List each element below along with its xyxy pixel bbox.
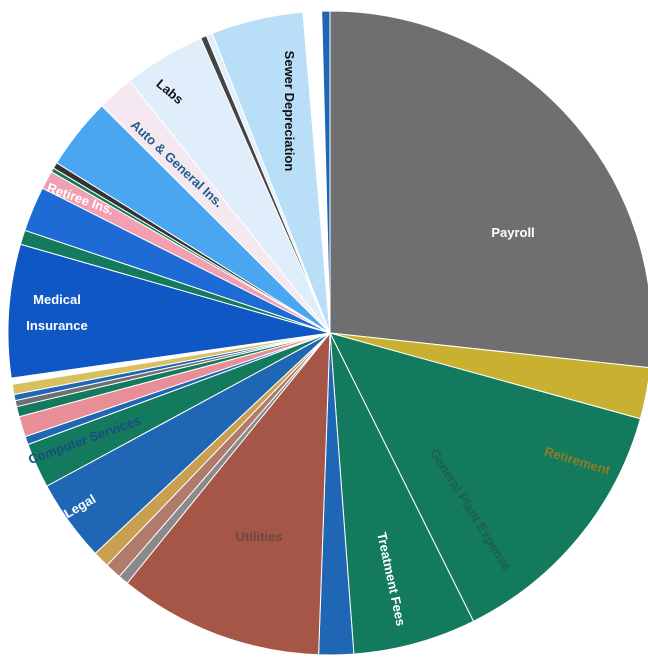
pie-slice-utilities: [126, 331, 331, 656]
label-utilities: Utilities: [236, 529, 283, 544]
label-insurance: Insurance: [26, 318, 87, 333]
pie-slice-medical-insurance: [7, 243, 331, 379]
label-medical: Medical: [33, 292, 81, 307]
label-sewer-depreciation: Sewer Depreciation: [282, 51, 297, 172]
pie-slice-general-plant-expense: [329, 332, 641, 622]
label-payroll: Payroll: [491, 225, 534, 240]
pie-slice-payroll: [329, 10, 648, 369]
pie-slices: [7, 10, 648, 656]
pie-slice-treatment-fees: [329, 332, 475, 655]
pie-slice-unlabeled-31: [321, 10, 331, 334]
